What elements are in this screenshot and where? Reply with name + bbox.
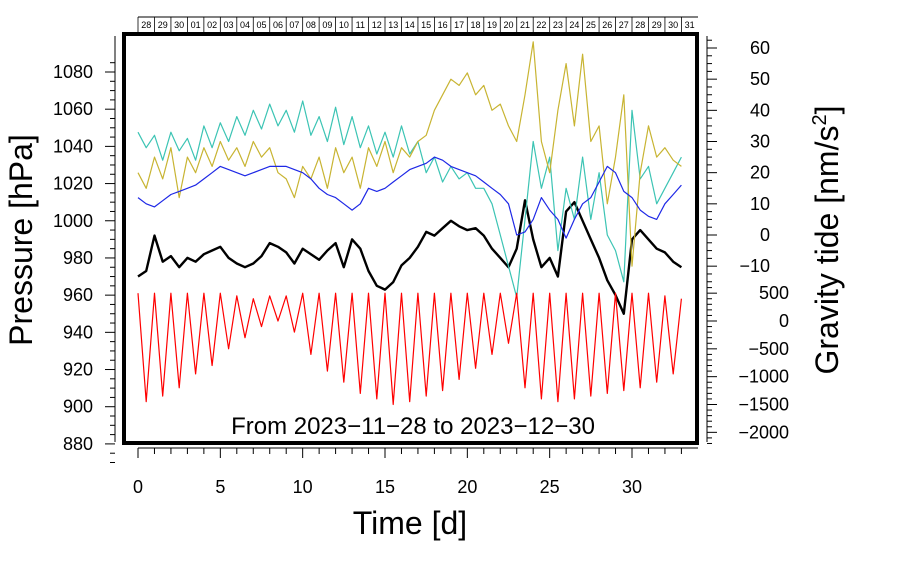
series-line-4 [137, 292, 682, 406]
series-line-3 [137, 156, 682, 239]
series-layer [137, 41, 683, 406]
right-upper-y-tick-label: −10 [739, 256, 770, 276]
day-label: 31 [685, 20, 695, 30]
right-upper-y-tick-label: 30 [750, 132, 770, 152]
day-label: 28 [635, 20, 645, 30]
right-lower-y-tick-label: −1000 [738, 367, 789, 387]
day-label: 20 [503, 20, 513, 30]
day-label: 03 [224, 20, 234, 30]
right-lower-y-tick-label: −500 [748, 339, 789, 359]
x-tick-label: 0 [133, 477, 143, 497]
day-label: 16 [438, 20, 448, 30]
left-y-tick-label: 960 [63, 285, 93, 305]
x-tick-label: 15 [375, 477, 395, 497]
plot-frame [122, 32, 699, 445]
right-y-axis-title-close: ] [809, 106, 845, 115]
right-upper-y-tick-label: 20 [750, 163, 770, 183]
left-y-tick-label: 980 [63, 248, 93, 268]
x-tick-label: 10 [293, 477, 313, 497]
left-y-tick-label: 1060 [53, 99, 93, 119]
left-y-tick-label: 1000 [53, 211, 93, 231]
left-y-tick-label: 1080 [53, 62, 93, 82]
day-label: 15 [421, 20, 431, 30]
day-label: 25 [586, 20, 596, 30]
right-upper-y-tick-label: 10 [750, 194, 770, 214]
labels-layer: 28 29 30 01 02 03 04 05 06 07 08 09 10 11 12 13 14 15 16 17… [53, 20, 789, 497]
x-tick-label: 20 [457, 477, 477, 497]
day-label: 29 [652, 20, 662, 30]
day-label: 08 [306, 20, 316, 30]
x-axis-title: Time [d] [353, 505, 467, 541]
day-label: 02 [207, 20, 217, 30]
day-label: 28 [141, 20, 151, 30]
right-y-axis-title-sup: 2 [809, 114, 831, 125]
right-lower-y-tick-label: 500 [759, 283, 789, 303]
day-label: 01 [191, 20, 201, 30]
series-line-0 [137, 199, 683, 315]
series-line-1 [137, 100, 682, 298]
day-label: 26 [602, 20, 612, 30]
day-label: 18 [471, 20, 481, 30]
day-label: 30 [668, 20, 678, 30]
day-label: 05 [256, 20, 266, 30]
left-y-tick-label: 920 [63, 360, 93, 380]
day-label: 09 [322, 20, 332, 30]
day-label: 06 [273, 20, 283, 30]
day-label: 13 [388, 20, 398, 30]
day-label: 10 [339, 20, 349, 30]
right-upper-y-tick-label: 0 [760, 225, 770, 245]
left-y-tick-label: 880 [63, 434, 93, 454]
x-tick-label: 30 [622, 477, 642, 497]
left-y-tick-label: 900 [63, 397, 93, 417]
day-label: 19 [487, 20, 497, 30]
day-label: 30 [174, 20, 184, 30]
day-label: 12 [372, 20, 382, 30]
day-label: 14 [405, 20, 415, 30]
x-tick-label: 5 [215, 477, 225, 497]
day-label: 27 [619, 20, 629, 30]
day-label: 29 [158, 20, 168, 30]
day-label: 24 [569, 20, 579, 30]
day-label: 17 [454, 20, 464, 30]
day-label: 23 [553, 20, 563, 30]
right-y-axis-title: Gravity tide [nm/s2] [809, 106, 845, 375]
x-tick-label: 25 [540, 477, 560, 497]
left-y-tick-label: 940 [63, 322, 93, 342]
series-line-2 [137, 41, 682, 267]
left-y-axis-title: Pressure [hPa] [3, 134, 39, 346]
left-y-tick-label: 1020 [53, 174, 93, 194]
right-y-axis-title-main: Gravity tide [nm/s [809, 126, 845, 375]
right-upper-y-tick-label: 40 [750, 100, 770, 120]
right-upper-y-tick-label: 60 [750, 38, 770, 58]
day-label: 11 [356, 20, 365, 30]
day-label: 07 [289, 20, 299, 30]
right-lower-y-tick-label: −1500 [738, 395, 789, 415]
left-y-tick-label: 1040 [53, 136, 93, 156]
day-label: 21 [520, 20, 530, 30]
chart-annotation: From 2023−11−28 to 2023−12−30 [231, 413, 595, 440]
day-label: 22 [536, 20, 546, 30]
right-lower-y-tick-label: −2000 [738, 422, 789, 442]
right-lower-y-tick-label: 0 [779, 311, 789, 331]
right-upper-y-tick-label: 50 [750, 69, 770, 89]
axes-layer [105, 16, 717, 463]
day-label: 04 [240, 20, 250, 30]
